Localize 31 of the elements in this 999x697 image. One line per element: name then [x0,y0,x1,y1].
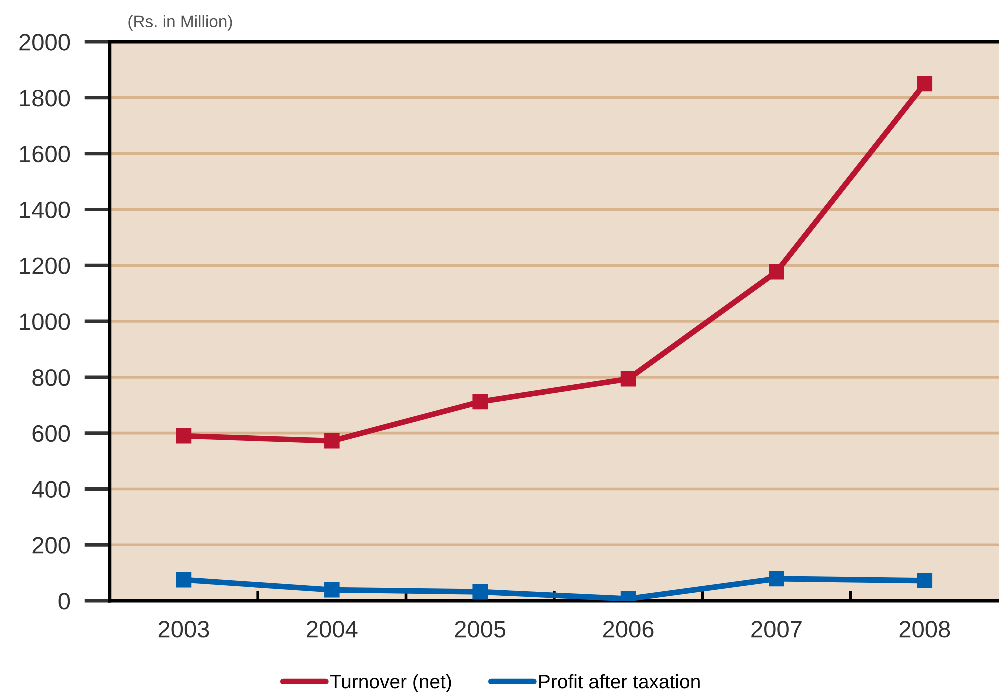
y-tick-label: 1600 [20,146,70,163]
y-tick-label: 1200 [20,258,70,274]
x-tick-label: 2007 [752,621,802,638]
y-tick-label: 1400 [20,202,70,219]
point [769,264,784,280]
point [769,571,784,587]
point [176,428,192,444]
x-tick-label: 2003 [158,621,210,638]
y-tick-label: 600 [32,425,70,442]
legend-label: Turnover (net) [330,674,452,693]
y-axis-title: (Rs. in Million) [128,15,232,31]
x-tick-label: 2005 [455,621,506,638]
y-tick-label: 1800 [20,90,70,107]
point [324,434,340,449]
point [176,572,192,588]
point [620,371,636,387]
point [917,573,933,589]
y-tick-label: 800 [32,369,70,386]
y-tick-label: 2000 [20,34,70,51]
point [472,394,488,410]
point [472,584,488,600]
x-tick-label: 2004 [307,621,358,638]
point [917,76,933,92]
x-tick-label: 2006 [603,621,654,638]
y-tick-label: 0 [58,593,70,610]
y-tick-label: 200 [32,537,70,554]
x-tick-label: 2008 [900,621,950,638]
y-tick-label: 400 [32,481,70,498]
legend-label: Profit after taxation [540,674,700,689]
point [324,582,340,598]
y-tick-label: 1000 [20,314,70,330]
